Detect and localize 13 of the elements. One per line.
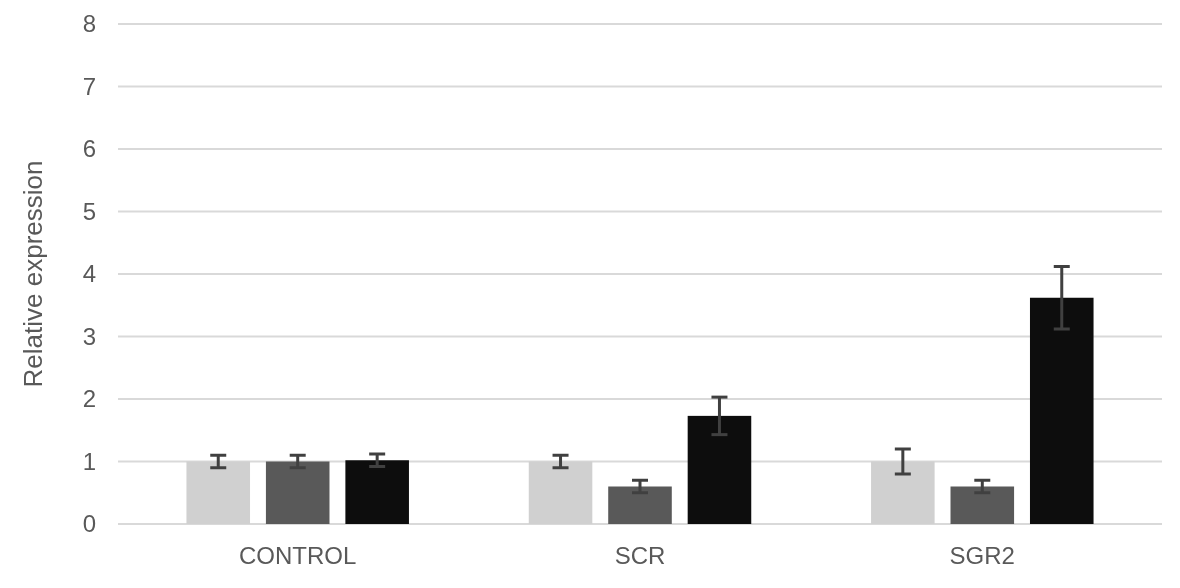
y-tick-label: 5	[82, 197, 96, 225]
x-tick-label: SCR	[614, 542, 666, 569]
y-axis-title: Relative expression	[18, 160, 48, 388]
y-tick-label: 1	[82, 447, 96, 475]
y-tick-label: 0	[82, 510, 96, 538]
y-tick-label: 8	[82, 10, 96, 38]
y-tick-label: 7	[82, 72, 96, 100]
y-tick-label: 6	[82, 135, 96, 163]
y-tick-label: 4	[82, 260, 96, 288]
x-tick-label: SGR2	[949, 542, 1015, 569]
x-tick-label: CONTROL	[239, 542, 357, 569]
y-tick-label: 3	[82, 322, 96, 350]
y-tick-label: 2	[82, 385, 96, 413]
